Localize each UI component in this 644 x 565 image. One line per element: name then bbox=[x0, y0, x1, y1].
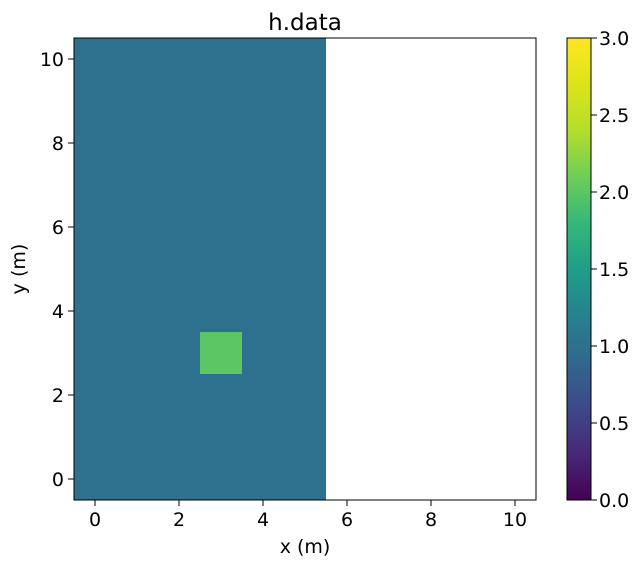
colorbar-ticks: 0.0 0.5 1.0 1.5 2.0 2.5 3.0 bbox=[591, 28, 629, 512]
heatmap-region-0 bbox=[74, 38, 326, 500]
x-axis-ticks: 0 2 4 6 8 10 bbox=[89, 500, 527, 531]
colorbar-tick-label: 1.0 bbox=[599, 336, 629, 358]
colorbar-tick-label: 0.5 bbox=[599, 413, 629, 435]
y-tick-label: 6 bbox=[52, 217, 64, 239]
colorbar-tick-label: 3.0 bbox=[599, 28, 629, 50]
y-tick-label: 2 bbox=[52, 385, 64, 407]
x-tick-label: 6 bbox=[341, 509, 353, 531]
colorbar-tick-label: 0.0 bbox=[599, 490, 629, 512]
y-tick-label: 4 bbox=[52, 301, 64, 323]
colorbar-tick-label: 2.0 bbox=[599, 182, 629, 204]
x-tick-label: 8 bbox=[425, 509, 437, 531]
y-tick-label: 10 bbox=[40, 49, 64, 71]
y-tick-label: 0 bbox=[52, 469, 64, 491]
x-tick-label: 2 bbox=[173, 509, 185, 531]
y-axis-ticks: 0 2 4 6 8 10 bbox=[40, 49, 74, 491]
x-tick-label: 4 bbox=[257, 509, 269, 531]
chart-title: h.data bbox=[268, 10, 342, 36]
x-tick-label: 10 bbox=[503, 509, 527, 531]
plot-frame bbox=[73, 37, 537, 501]
x-axis-label: x (m) bbox=[280, 536, 331, 558]
y-tick-label: 8 bbox=[52, 133, 64, 155]
x-tick-label: 0 bbox=[89, 509, 101, 531]
colorbar-tick-label: 2.5 bbox=[599, 105, 629, 127]
heatmap-region-1 bbox=[200, 332, 242, 374]
colorbar-tick-label: 1.5 bbox=[599, 259, 629, 281]
colorbar bbox=[566, 37, 592, 501]
y-axis-label: y (m) bbox=[8, 244, 30, 295]
heatmap-cells bbox=[74, 38, 326, 500]
